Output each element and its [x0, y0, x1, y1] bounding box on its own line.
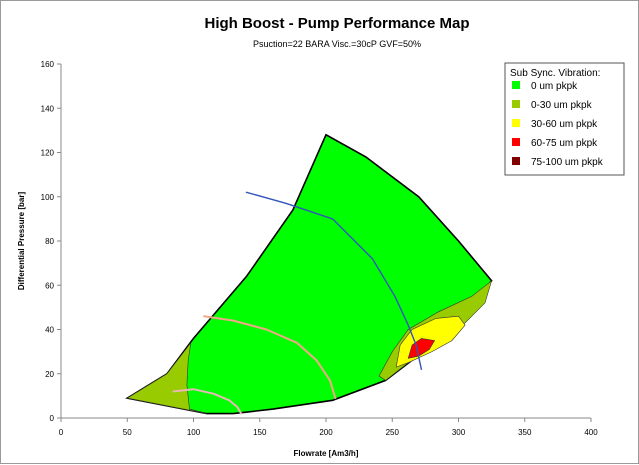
x-tick-label: 100 [187, 428, 201, 437]
legend-label: 30-60 um pkpk [531, 119, 598, 130]
legend-swatch [512, 100, 520, 108]
legend-swatch [512, 119, 520, 127]
chart-subtitle: Psuction=22 BARA Visc.=30cP GVF=50% [253, 39, 421, 49]
legend-box [504, 62, 625, 176]
x-axis-label: Flowrate [Am3/h] [294, 449, 359, 458]
legend-label: 0-30 um pkpk [531, 100, 593, 111]
region-1 [126, 341, 207, 414]
y-tick-label: 40 [45, 326, 54, 335]
x-tick-label: 400 [584, 428, 598, 437]
x-tick-label: 150 [253, 428, 267, 437]
chart-title: High Boost - Pump Performance Map [204, 15, 469, 32]
x-tick-label: 300 [452, 428, 466, 437]
legend-label: 0 um pkpk [531, 81, 578, 92]
x-tick-label: 50 [123, 428, 132, 437]
legend-swatch [512, 138, 520, 146]
y-tick-label: 160 [41, 60, 55, 69]
y-tick-label: 120 [41, 149, 55, 158]
legend: Sub Sync. Vibration: 0 um pkpk 0-30 um pk… [504, 62, 625, 176]
legend-items: 0 um pkpk 0-30 um pkpk 30-60 um pkpk 60-75 … [512, 81, 604, 168]
legend-label: 60-75 um pkpk [531, 138, 598, 149]
x-tick-label: 0 [59, 428, 64, 437]
x-tick-label: 250 [386, 428, 400, 437]
y-tick-label: 80 [45, 237, 54, 246]
y-axis-label: Differential Pressure [bar] [17, 192, 26, 291]
x-tick-label: 350 [518, 428, 532, 437]
y-axis-ticks: 0 20 40 60 80 100 120 140 160 [41, 60, 61, 423]
x-axis-ticks: 0 50 100 150 200 250 300 350 400 [59, 418, 598, 437]
y-tick-label: 20 [45, 370, 54, 379]
y-tick-label: 140 [41, 104, 55, 113]
y-tick-label: 0 [50, 414, 55, 423]
legend-title: Sub Sync. Vibration: [510, 68, 600, 79]
legend-swatch [512, 157, 520, 165]
curve-line-2 [172, 388, 243, 415]
legend-label: 75-100 um pkpk [531, 157, 604, 168]
y-tick-label: 100 [41, 193, 55, 202]
y-tick-label: 60 [45, 281, 54, 290]
vibration-regions [125, 133, 493, 415]
curve-line-0 [245, 191, 423, 370]
curve-lines [172, 191, 423, 415]
legend-swatch [512, 81, 520, 89]
x-tick-label: 200 [319, 428, 333, 437]
curve-line-1 [203, 315, 337, 400]
